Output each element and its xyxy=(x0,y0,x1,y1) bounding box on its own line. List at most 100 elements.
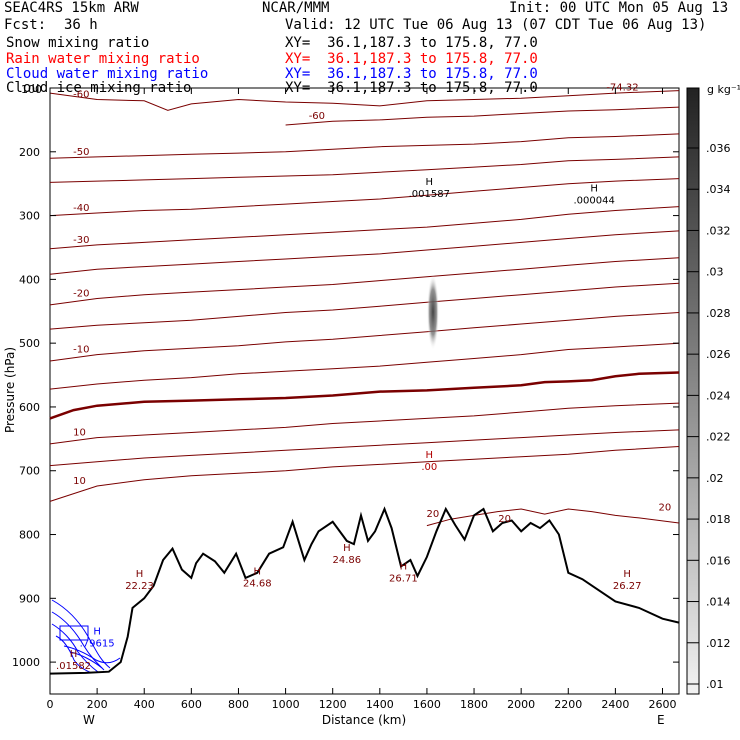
y-tick-label: 1000 xyxy=(12,656,40,669)
isotherm-label: -30 xyxy=(73,235,89,246)
east-endpoint: E xyxy=(657,713,665,727)
x-axis-label: Distance (km) xyxy=(322,713,406,727)
extremum-value: 26.71 xyxy=(389,574,418,585)
extremum-value: 24.86 xyxy=(333,555,362,566)
terrain-line xyxy=(49,506,680,675)
colorbar-tick-label: .012 xyxy=(706,637,731,650)
isotherm-label: -10 xyxy=(73,345,89,356)
isotherm-label: -50 xyxy=(73,147,89,158)
zero-isotherm-line xyxy=(49,371,680,420)
y-tick-label: 300 xyxy=(19,210,40,223)
field-xy-snow: XY= 36.1,187.3 to 175.8, 77.0 xyxy=(285,35,538,51)
isotherm-line xyxy=(49,446,680,502)
x-tick-label: 800 xyxy=(228,698,249,711)
field-name-snow: Snow mixing ratio xyxy=(6,35,150,51)
isotherm-line xyxy=(49,429,680,467)
x-tick-label: 2600 xyxy=(649,698,677,711)
isotherm-line xyxy=(426,508,680,527)
extremum-value: 26.27 xyxy=(613,581,642,592)
x-tick-label: 2200 xyxy=(554,698,582,711)
x-tick-label: 2000 xyxy=(507,698,535,711)
extremum-marker: H xyxy=(93,627,101,638)
isotherm-line xyxy=(49,342,680,390)
init-time: Init: 00 UTC Mon 05 Aug 13 xyxy=(509,0,729,16)
extremum-marker: H xyxy=(400,562,408,573)
extremum-value: .00 xyxy=(421,462,437,473)
isotherm-line xyxy=(49,257,680,306)
isotherm-label: 20 xyxy=(426,509,439,520)
west-endpoint: W xyxy=(83,713,95,727)
valid-time: Valid: 12 UTC Tue 06 Aug 13 (07 CDT Tue … xyxy=(285,17,707,33)
y-tick-label: 200 xyxy=(19,146,40,159)
y-tick-label: 500 xyxy=(19,337,40,350)
colorbar xyxy=(686,87,700,695)
field-xy-rain: XY= 36.1,187.3 to 175.8, 77.0 xyxy=(285,51,538,67)
colorbar-tick-label: .026 xyxy=(706,348,731,361)
colorbar-tick-label: .018 xyxy=(706,513,731,526)
colorbar-tick-label: .01 xyxy=(706,678,724,691)
model-name: SEAC4RS 15km ARW xyxy=(4,0,139,16)
contour-label: 20 xyxy=(658,502,671,513)
y-tick-label: 700 xyxy=(19,465,40,478)
forecast-label: Fcst: xyxy=(4,17,47,33)
x-tick-label: 1200 xyxy=(319,698,347,711)
isotherm-label: 10 xyxy=(73,476,86,487)
y-tick-label: 600 xyxy=(19,401,40,414)
forecast-hour: 36 h xyxy=(64,17,98,33)
x-tick-label: 1600 xyxy=(413,698,441,711)
terrain-layer xyxy=(49,506,680,675)
center-name: NCAR/MMM xyxy=(262,0,330,16)
isotherm-line xyxy=(49,312,680,362)
isotherm-label: -60 xyxy=(73,89,89,100)
extremum-value: .79615 xyxy=(80,639,115,650)
isotherm-line xyxy=(285,106,680,126)
isotherm-line xyxy=(49,133,680,159)
colorbar-tick-label: .022 xyxy=(706,431,731,444)
field-name-cloud-water: Cloud water mixing ratio xyxy=(6,66,209,82)
isotherm-line xyxy=(49,402,680,445)
cloud-water-contours xyxy=(51,599,121,674)
isotherm-label: -20 xyxy=(73,289,89,300)
x-axis-ticks: 0 200 400 600 800 1000 1200 1400 1600 1800 2000 220… xyxy=(47,88,677,711)
isotherm-line xyxy=(49,206,680,250)
colorbar-tick-label: .016 xyxy=(706,554,731,567)
y-tick-label: 800 xyxy=(19,529,40,542)
x-tick-label: 400 xyxy=(134,698,155,711)
colorbar-tick-label: .014 xyxy=(706,596,731,609)
field-xy-cloud-water: XY= 36.1,187.3 to 175.8, 77.0 xyxy=(285,66,538,82)
field-name-rain: Rain water mixing ratio xyxy=(6,51,200,67)
colorbar-tick-label: .032 xyxy=(706,224,731,237)
y-top-tick-label: 100 xyxy=(21,83,42,96)
y-axis-ticks: 200 300 400 500 600 700 800 900 1000 xyxy=(12,146,679,669)
extremum-marker: H xyxy=(136,569,144,580)
colorbar-ticks: .036 .034 .032 .03 .028 .026 .024 .022 .02 .018 .0… xyxy=(687,142,731,691)
extremum-value: .000044 xyxy=(574,195,615,206)
extremum-marker: H xyxy=(426,450,434,461)
x-tick-label: 1400 xyxy=(366,698,394,711)
colorbar-tick-label: .028 xyxy=(706,307,731,320)
x-tick-label: 0 xyxy=(47,698,54,711)
extremum-marker: H xyxy=(590,183,598,194)
y-axis-label: Pressure (hPa) xyxy=(3,347,17,433)
isotherm-line xyxy=(49,178,680,217)
isotherm-line xyxy=(49,156,680,183)
extremum-marker: H xyxy=(426,177,434,188)
isotherm-line xyxy=(49,90,680,111)
extremum-value: .01582 xyxy=(56,661,91,672)
x-tick-label: 200 xyxy=(87,698,108,711)
colorbar-tick-label: .03 xyxy=(706,266,724,279)
isotherm-label: -60 xyxy=(309,111,325,122)
colorbar-tick-label: .036 xyxy=(706,142,731,155)
isotherm-label: -40 xyxy=(73,203,89,214)
extremum-marker: H xyxy=(254,567,262,578)
extrema-labels: H.001587H.000044H.00H22.23H24.68H24.86H2… xyxy=(56,177,641,672)
x-tick-label: 1000 xyxy=(272,698,300,711)
extremum-marker: H xyxy=(623,569,631,580)
extremum-value: 22.23 xyxy=(125,581,154,592)
zero-isotherm-layer xyxy=(49,371,680,420)
colorbar-tick-label: .02 xyxy=(706,472,724,485)
extremum-value: .001587 xyxy=(409,189,450,200)
x-tick-label: 1800 xyxy=(460,698,488,711)
plot-frame xyxy=(49,87,680,695)
